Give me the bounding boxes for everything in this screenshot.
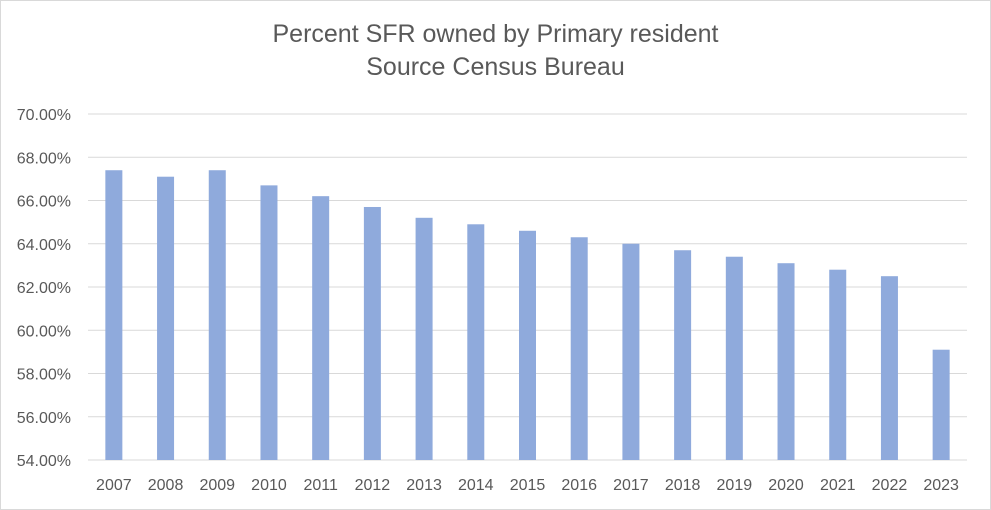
x-tick-label: 2021 (820, 477, 856, 494)
bar-2014 (467, 224, 485, 460)
y-tick-label: 66.00% (17, 194, 71, 211)
y-tick-label: 70.00% (17, 107, 71, 124)
y-axis-tick-labels: 54.00% 56.00% 58.00% 60.00% 62.00% 64.00% 66.0… (17, 107, 71, 470)
x-tick-label: 2009 (199, 477, 235, 494)
x-tick-label: 2008 (148, 477, 184, 494)
y-tick-label: 64.00% (17, 237, 71, 254)
x-tick-label: 2016 (561, 477, 597, 494)
x-tick-label: 2020 (768, 477, 804, 494)
bar-2010 (260, 185, 278, 461)
bar-2009 (208, 170, 226, 460)
bar-2017 (622, 243, 640, 460)
bar-2012 (363, 206, 381, 460)
bar-2007 (105, 170, 123, 460)
bar-2022 (880, 276, 898, 460)
x-tick-label: 2012 (355, 477, 391, 494)
bar-2021 (829, 269, 847, 460)
bar-2008 (157, 176, 175, 460)
bar-2020 (777, 263, 795, 460)
chart-title-block: Percent SFR owned by Primary resident So… (0, 18, 991, 84)
y-tick-label: 60.00% (17, 323, 71, 340)
y-tick-label: 54.00% (17, 453, 71, 470)
chart-subtitle: Source Census Bureau (366, 53, 625, 81)
x-tick-label: 2013 (406, 477, 442, 494)
x-tick-label: 2022 (872, 477, 908, 494)
y-tick-label: 56.00% (17, 410, 71, 427)
bar-2019 (725, 256, 743, 460)
x-axis-tick-labels: 2007 2008 2009 2010 2011 2012 2013 2014 2015 2016… (96, 477, 959, 494)
x-tick-label: 2007 (96, 477, 132, 494)
bar-2013 (415, 217, 433, 460)
bar-2023 (932, 349, 950, 460)
y-tick-label: 68.00% (17, 150, 71, 167)
bar-2011 (312, 196, 330, 461)
x-tick-label: 2017 (613, 477, 649, 494)
bar-2018 (674, 250, 692, 460)
bar-2015 (519, 230, 536, 460)
y-tick-label: 62.00% (17, 280, 71, 297)
x-tick-label: 2010 (251, 477, 287, 494)
chart-title: Percent SFR owned by Primary resident (272, 20, 719, 48)
x-tick-label: 2019 (717, 477, 753, 494)
bar-2016 (570, 237, 588, 460)
bars (105, 170, 950, 461)
x-tick-label: 2023 (923, 477, 959, 494)
x-tick-label: 2014 (458, 477, 494, 494)
x-tick-label: 2015 (510, 477, 546, 494)
x-tick-label: 2018 (665, 477, 701, 494)
y-tick-label: 58.00% (17, 367, 71, 384)
x-tick-label: 2011 (303, 477, 338, 494)
